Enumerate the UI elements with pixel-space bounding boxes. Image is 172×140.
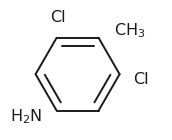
Text: Cl: Cl <box>50 10 66 25</box>
Text: Cl: Cl <box>134 72 149 87</box>
Text: CH$_3$: CH$_3$ <box>114 21 146 40</box>
Text: H$_2$N: H$_2$N <box>10 107 43 126</box>
